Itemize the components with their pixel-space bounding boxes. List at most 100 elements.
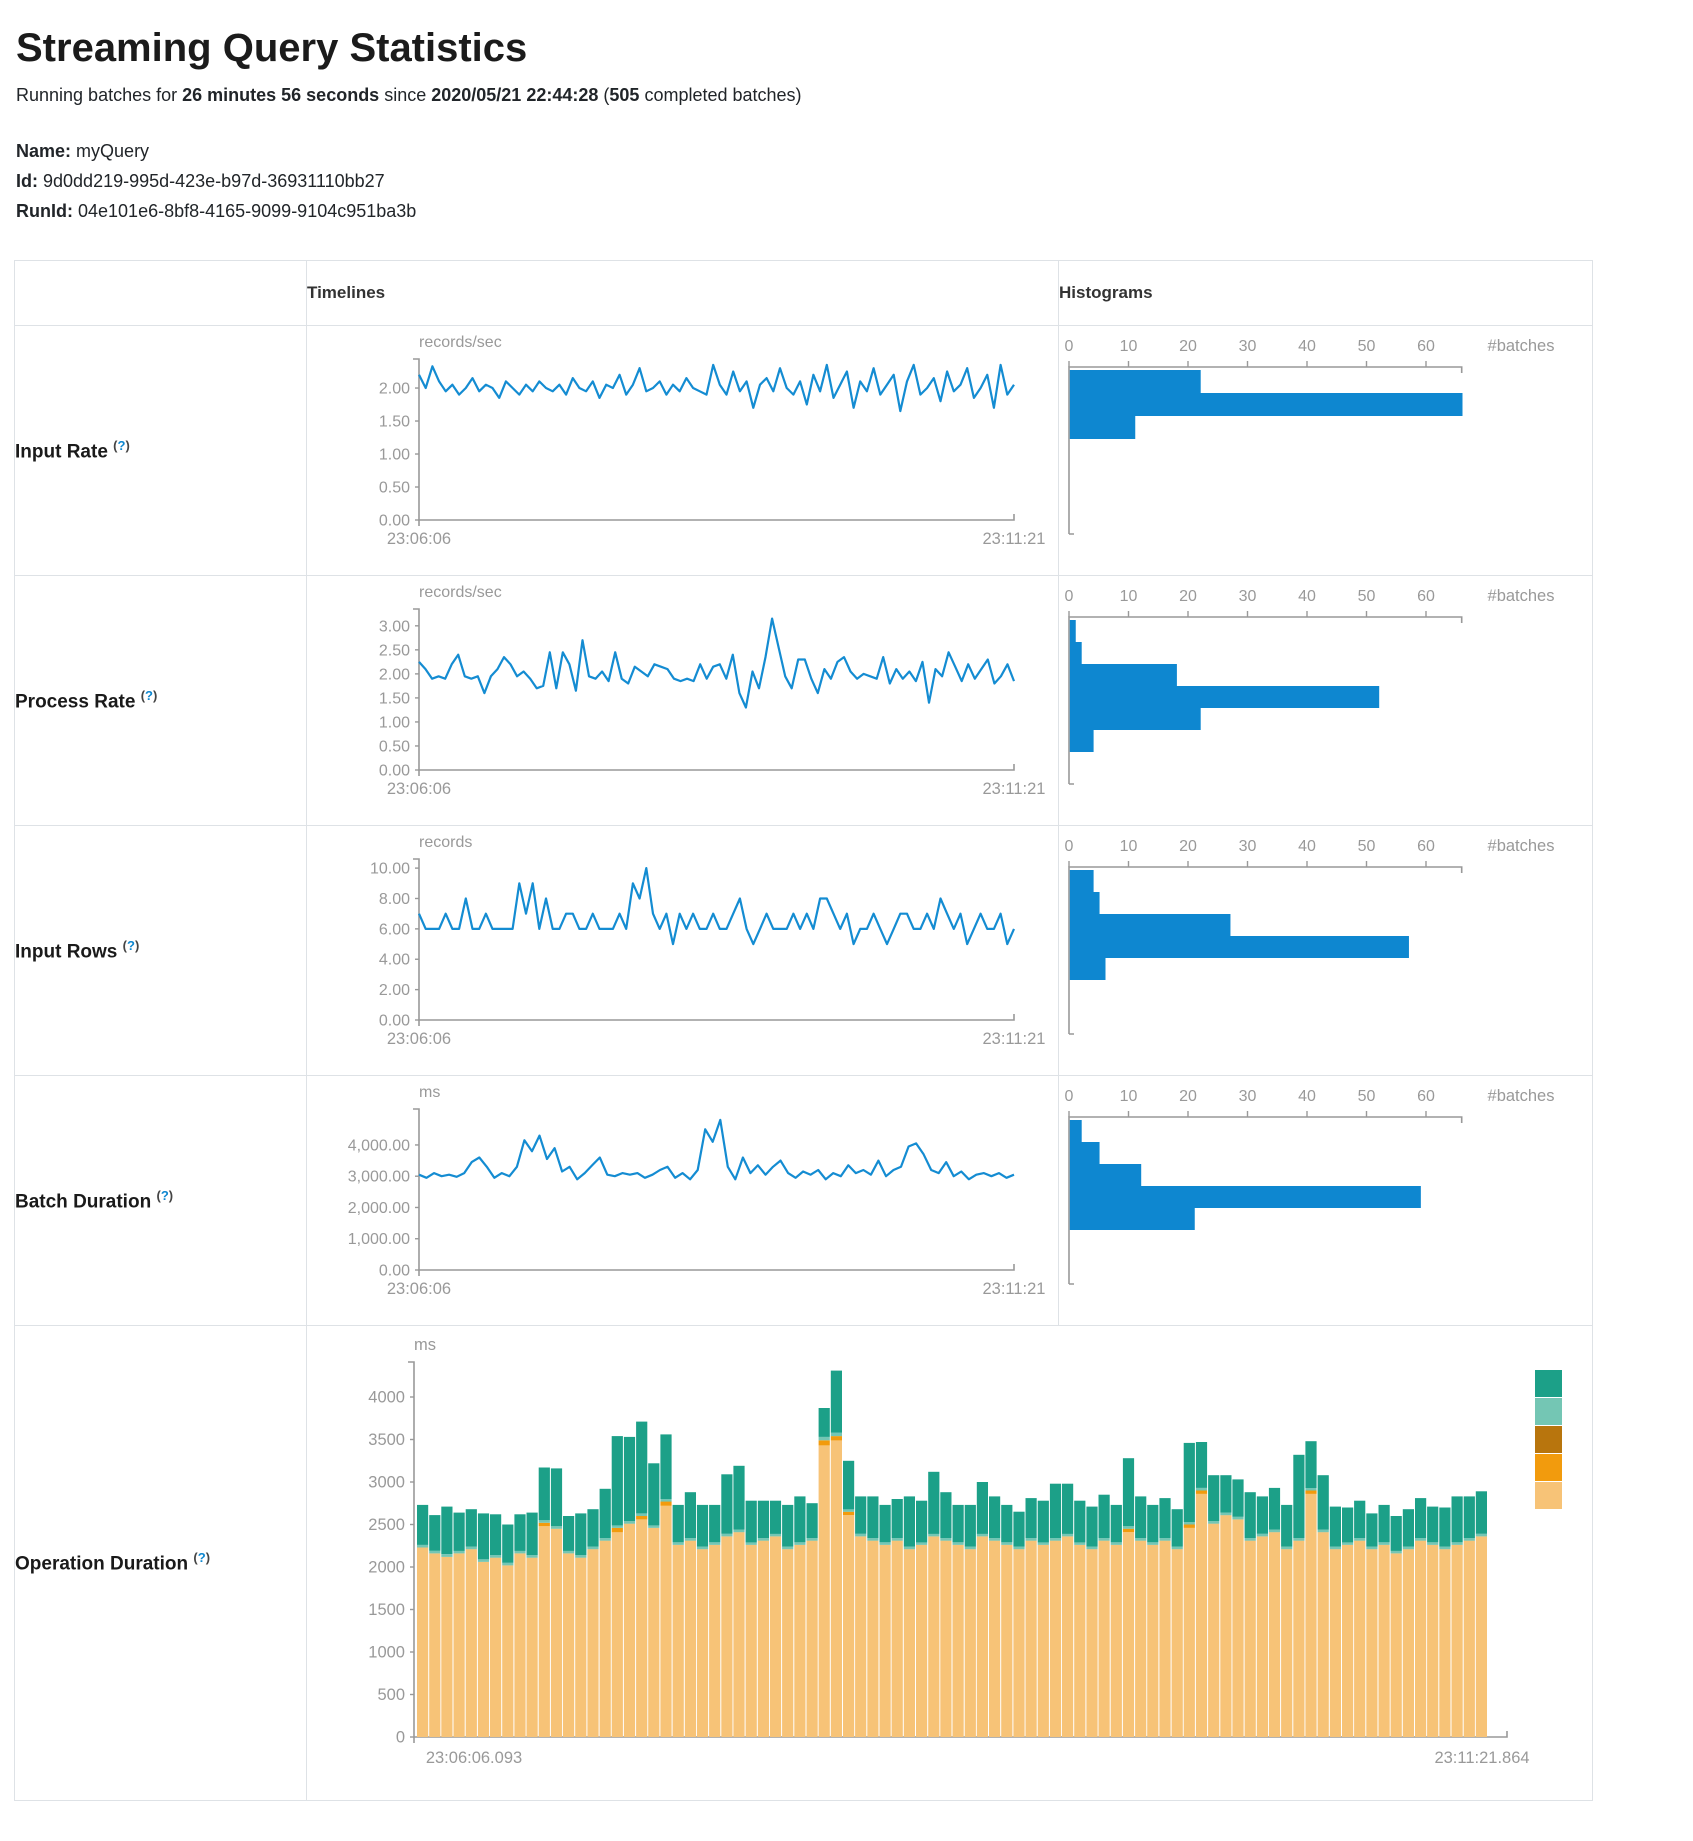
- svg-text:10: 10: [1120, 838, 1138, 855]
- input-rate-help-icon[interactable]: (?): [113, 437, 130, 453]
- operation-duration-chart[interactable]: ms 4000 3500 3000 2500 2000 1500 1000 500 0 23:06:…: [307, 1327, 1592, 1800]
- svg-text:60: 60: [1417, 838, 1435, 855]
- timelines-column-header: Timelines: [306, 260, 1059, 326]
- batch-duration-timeline-chart[interactable]: ms 4,000.00 3,000.00 2,000.00 1,000.00 0.00 23…: [307, 1077, 1058, 1325]
- process-rate-help-icon[interactable]: (?): [140, 687, 158, 703]
- legend-swatch-1: [1535, 1397, 1562, 1425]
- svg-text:#batches: #batches: [1488, 837, 1555, 855]
- svg-text:0.00: 0.00: [379, 512, 410, 529]
- svg-text:0.50: 0.50: [379, 738, 410, 755]
- legend-swatch-2: [1535, 1425, 1562, 1453]
- svg-text:0.50: 0.50: [379, 479, 410, 496]
- svg-text:30: 30: [1239, 338, 1257, 355]
- page-title: Streaming Query Statistics: [16, 26, 528, 70]
- query-runid-row: RunId: 04e101e6-8bf8-4165-9099-9104c951b…: [16, 201, 417, 221]
- svg-text:20: 20: [1179, 838, 1197, 855]
- empty-header-cell: [14, 260, 307, 326]
- start-timestamp: 2020/05/21 22:44:28: [431, 85, 599, 105]
- svg-text:10.00: 10.00: [370, 860, 410, 877]
- summary-text: Running batches for: [16, 85, 183, 105]
- svg-text:1.00: 1.00: [379, 446, 410, 463]
- process-rate-label: Process Rate (?): [14, 575, 307, 826]
- input-rows-row: Input Rows (?) records 10.00 8.00 6.00 4.00 2…: [14, 825, 1593, 1076]
- svg-text:40: 40: [1298, 1088, 1316, 1105]
- svg-text:1.50: 1.50: [379, 690, 410, 707]
- table-header-row: Timelines Histograms: [14, 260, 1593, 326]
- svg-text:23:06:06: 23:06:06: [387, 780, 451, 798]
- svg-text:30: 30: [1239, 588, 1257, 605]
- svg-text:23:11:21: 23:11:21: [982, 1030, 1045, 1048]
- input-rate-histogram-chart[interactable]: 0 10 20 30 40 50 60 #batches: [1059, 327, 1592, 575]
- svg-text:0: 0: [1065, 588, 1074, 605]
- svg-text:2000: 2000: [368, 1558, 405, 1576]
- svg-text:4000: 4000: [368, 1388, 405, 1406]
- svg-text:1000: 1000: [368, 1643, 405, 1661]
- svg-text:1.00: 1.00: [379, 714, 410, 731]
- statistics-table: Timelines Histograms Input Rate (?) reco…: [14, 260, 1593, 1801]
- svg-text:23:06:06: 23:06:06: [387, 530, 451, 548]
- svg-text:40: 40: [1298, 838, 1316, 855]
- svg-text:23:11:21.864: 23:11:21.864: [1434, 1749, 1529, 1767]
- svg-text:records: records: [419, 834, 472, 851]
- svg-text:50: 50: [1358, 838, 1376, 855]
- svg-text:3,000.00: 3,000.00: [348, 1168, 410, 1185]
- input-rate-timeline-chart[interactable]: records/sec 2.00 1.50 1.00 0.50 0.00 23:06:06 2…: [307, 327, 1058, 575]
- query-name-value: myQuery: [76, 141, 150, 161]
- svg-text:23:11:21: 23:11:21: [982, 780, 1045, 798]
- svg-text:ms: ms: [414, 1336, 436, 1354]
- svg-text:0.00: 0.00: [379, 1262, 410, 1279]
- input-rate-label: Input Rate (?): [14, 325, 307, 576]
- svg-text:3000: 3000: [368, 1473, 405, 1491]
- svg-text:30: 30: [1239, 1088, 1257, 1105]
- legend-swatch-0: [1535, 1369, 1562, 1397]
- batch-duration-label: Batch Duration (?): [14, 1075, 307, 1326]
- process-rate-timeline-chart[interactable]: records/sec 3.00 2.50 2.00 1.50 1.00 0.50 0.00 2…: [307, 577, 1058, 825]
- svg-text:4.00: 4.00: [379, 951, 410, 968]
- input-rate-row: Input Rate (?) records/sec 2.00 1.50 1.00 0.…: [14, 325, 1593, 576]
- svg-text:2.00: 2.00: [379, 982, 410, 999]
- operation-duration-label: Operation Duration (?): [14, 1325, 307, 1801]
- batch-duration-histogram-chart[interactable]: 0 10 20 30 40 50 60 #batches: [1059, 1077, 1592, 1325]
- svg-text:50: 50: [1358, 1088, 1376, 1105]
- svg-text:23:11:21: 23:11:21: [982, 530, 1045, 548]
- query-id-value: 9d0dd219-995d-423e-b97d-36931110bb27: [43, 171, 385, 191]
- svg-text:2500: 2500: [368, 1516, 405, 1534]
- svg-text:records/sec: records/sec: [419, 584, 502, 601]
- input-rows-timeline-chart[interactable]: records 10.00 8.00 6.00 4.00 2.00 0.00 23:06:06…: [307, 827, 1058, 1075]
- svg-text:60: 60: [1417, 1088, 1435, 1105]
- svg-text:50: 50: [1358, 338, 1376, 355]
- input-rows-histogram-chart[interactable]: 0 10 20 30 40 50 60 #batches: [1059, 827, 1592, 1075]
- svg-text:1500: 1500: [368, 1601, 405, 1619]
- legend-swatch-4: [1535, 1481, 1562, 1509]
- svg-text:2.00: 2.00: [379, 380, 410, 397]
- svg-text:0.00: 0.00: [379, 762, 410, 779]
- input-rows-help-icon[interactable]: (?): [122, 937, 140, 953]
- svg-text:0.00: 0.00: [379, 1012, 410, 1029]
- svg-text:#batches: #batches: [1488, 1087, 1555, 1105]
- input-rows-label: Input Rows (?): [14, 825, 307, 1076]
- operation-duration-legend: [1535, 1369, 1562, 1510]
- svg-text:23:11:21: 23:11:21: [982, 1280, 1045, 1298]
- svg-text:0: 0: [1065, 338, 1074, 355]
- svg-text:3500: 3500: [368, 1431, 405, 1449]
- query-id-row: Id: 9d0dd219-995d-423e-b97d-36931110bb27: [16, 171, 385, 191]
- process-rate-histogram-chart[interactable]: 0 10 20 30 40 50 60 #batches: [1059, 577, 1592, 825]
- running-duration: 26 minutes 56 seconds: [182, 85, 380, 105]
- batch-duration-help-icon[interactable]: (?): [156, 1187, 174, 1203]
- svg-text:1,000.00: 1,000.00: [348, 1231, 410, 1248]
- svg-text:40: 40: [1298, 338, 1316, 355]
- completed-batches-count: 505: [609, 85, 640, 105]
- svg-text:10: 10: [1120, 338, 1138, 355]
- query-metadata: Name: myQuery Id: 9d0dd219-995d-423e-b97…: [16, 136, 1693, 226]
- svg-text:0: 0: [396, 1728, 405, 1746]
- svg-text:20: 20: [1179, 588, 1197, 605]
- query-runid-value: 04e101e6-8bf8-4165-9099-9104c951ba3b: [78, 201, 417, 221]
- svg-text:records/sec: records/sec: [419, 334, 502, 351]
- legend-swatch-3: [1535, 1453, 1562, 1481]
- svg-text:0: 0: [1065, 838, 1074, 855]
- svg-text:0: 0: [1065, 1088, 1074, 1105]
- svg-text:40: 40: [1298, 588, 1316, 605]
- svg-text:30: 30: [1239, 838, 1257, 855]
- svg-text:6.00: 6.00: [379, 921, 410, 938]
- operation-duration-help-icon[interactable]: (?): [193, 1550, 211, 1566]
